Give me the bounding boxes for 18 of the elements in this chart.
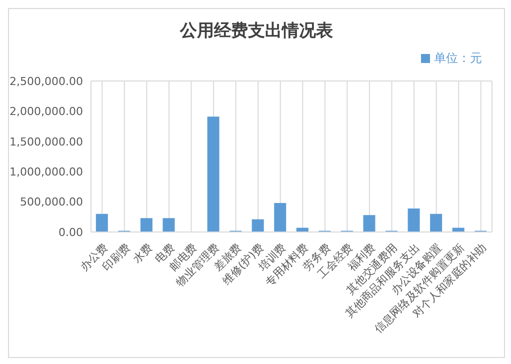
- bar: [252, 219, 264, 232]
- bar: [363, 215, 376, 232]
- y-tick-label: 2,500,000.00: [10, 74, 83, 88]
- bar: [162, 218, 175, 232]
- bar: [96, 214, 108, 232]
- y-tick-label: 2,000,000.00: [10, 105, 83, 118]
- legend-label: 单位：元: [434, 51, 482, 65]
- y-tick-label: 500,000.00: [20, 196, 83, 209]
- y-tick-label: 1,500,000.00: [10, 135, 83, 148]
- chart-title: 公用经费支出情况表: [178, 20, 334, 42]
- x-tick-label: 水费: [130, 241, 155, 266]
- y-tick-label: 1,000,000.00: [10, 166, 83, 179]
- bar: [140, 218, 152, 232]
- bar: [430, 214, 442, 232]
- bar: [408, 208, 420, 232]
- y-tick-label: 0.00: [58, 226, 83, 239]
- bar: [207, 116, 220, 232]
- bar: [274, 203, 286, 232]
